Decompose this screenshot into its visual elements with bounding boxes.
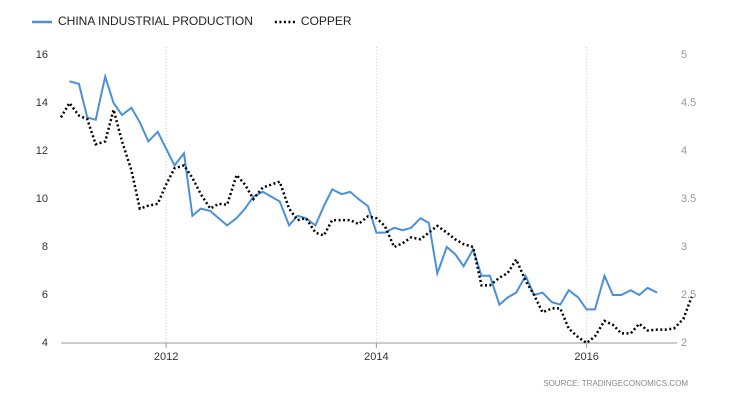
y-tick-label: 10 [36,193,48,205]
legend-label: COPPER [301,14,352,28]
source: SOURCE: TRADINGECONOMICS.COM [543,379,688,388]
y-tick-label: 8 [42,241,48,253]
x-tick-label: 2016 [574,351,598,363]
series-line [69,72,658,311]
y2-tick-label: 3.5 [681,193,696,205]
x-tick-label: 2012 [154,351,178,363]
y-tick-label: 4 [42,337,48,349]
series-line [59,100,693,345]
y-tick-label: 14 [36,97,48,109]
y-tick-label: 16 [36,49,48,61]
y2-tick-label: 5 [681,49,687,61]
y-tick-label: 6 [42,289,48,301]
y2-tick-label: 2.5 [681,289,696,301]
y2-tick-label: 2 [681,337,687,349]
y2-tick-label: 4 [681,145,687,157]
x-tick-label: 2014 [364,351,388,363]
y-tick-label: 12 [36,145,48,157]
y2-tick-label: 4.5 [681,97,696,109]
y2-tick-label: 3 [681,241,687,253]
legend-label: CHINA INDUSTRIAL PRODUCTION [58,14,253,28]
